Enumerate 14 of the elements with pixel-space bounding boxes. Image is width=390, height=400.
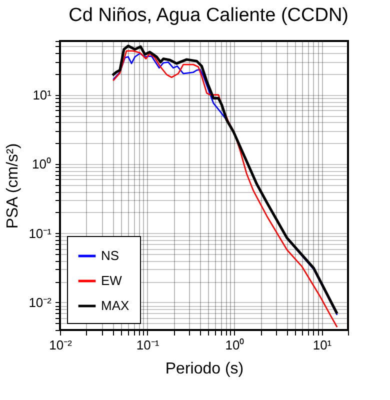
legend-label: EW [101, 273, 123, 288]
x-tick-label: 10⁻¹ [136, 338, 160, 352]
legend-label: NS [101, 248, 120, 263]
x-axis-title: Periodo (s) [165, 360, 244, 378]
x-tick-label: 10⁻² [49, 338, 73, 352]
legend-label: MAX [101, 298, 130, 313]
chart-title: Cd Niños, Agua Caliente (CCDN) [68, 5, 348, 26]
y-tick-label: 10⁻¹ [28, 226, 52, 241]
x-tick-label: 10⁰ [225, 338, 245, 352]
x-tick-label: 10¹ [312, 338, 332, 352]
y-axis-title: PSA (cm/s²) [4, 143, 22, 229]
y-tick-label: 10⁰ [32, 156, 52, 172]
y-tick-label: 10¹ [32, 87, 52, 102]
y-tick-label: 10⁻² [28, 294, 52, 310]
